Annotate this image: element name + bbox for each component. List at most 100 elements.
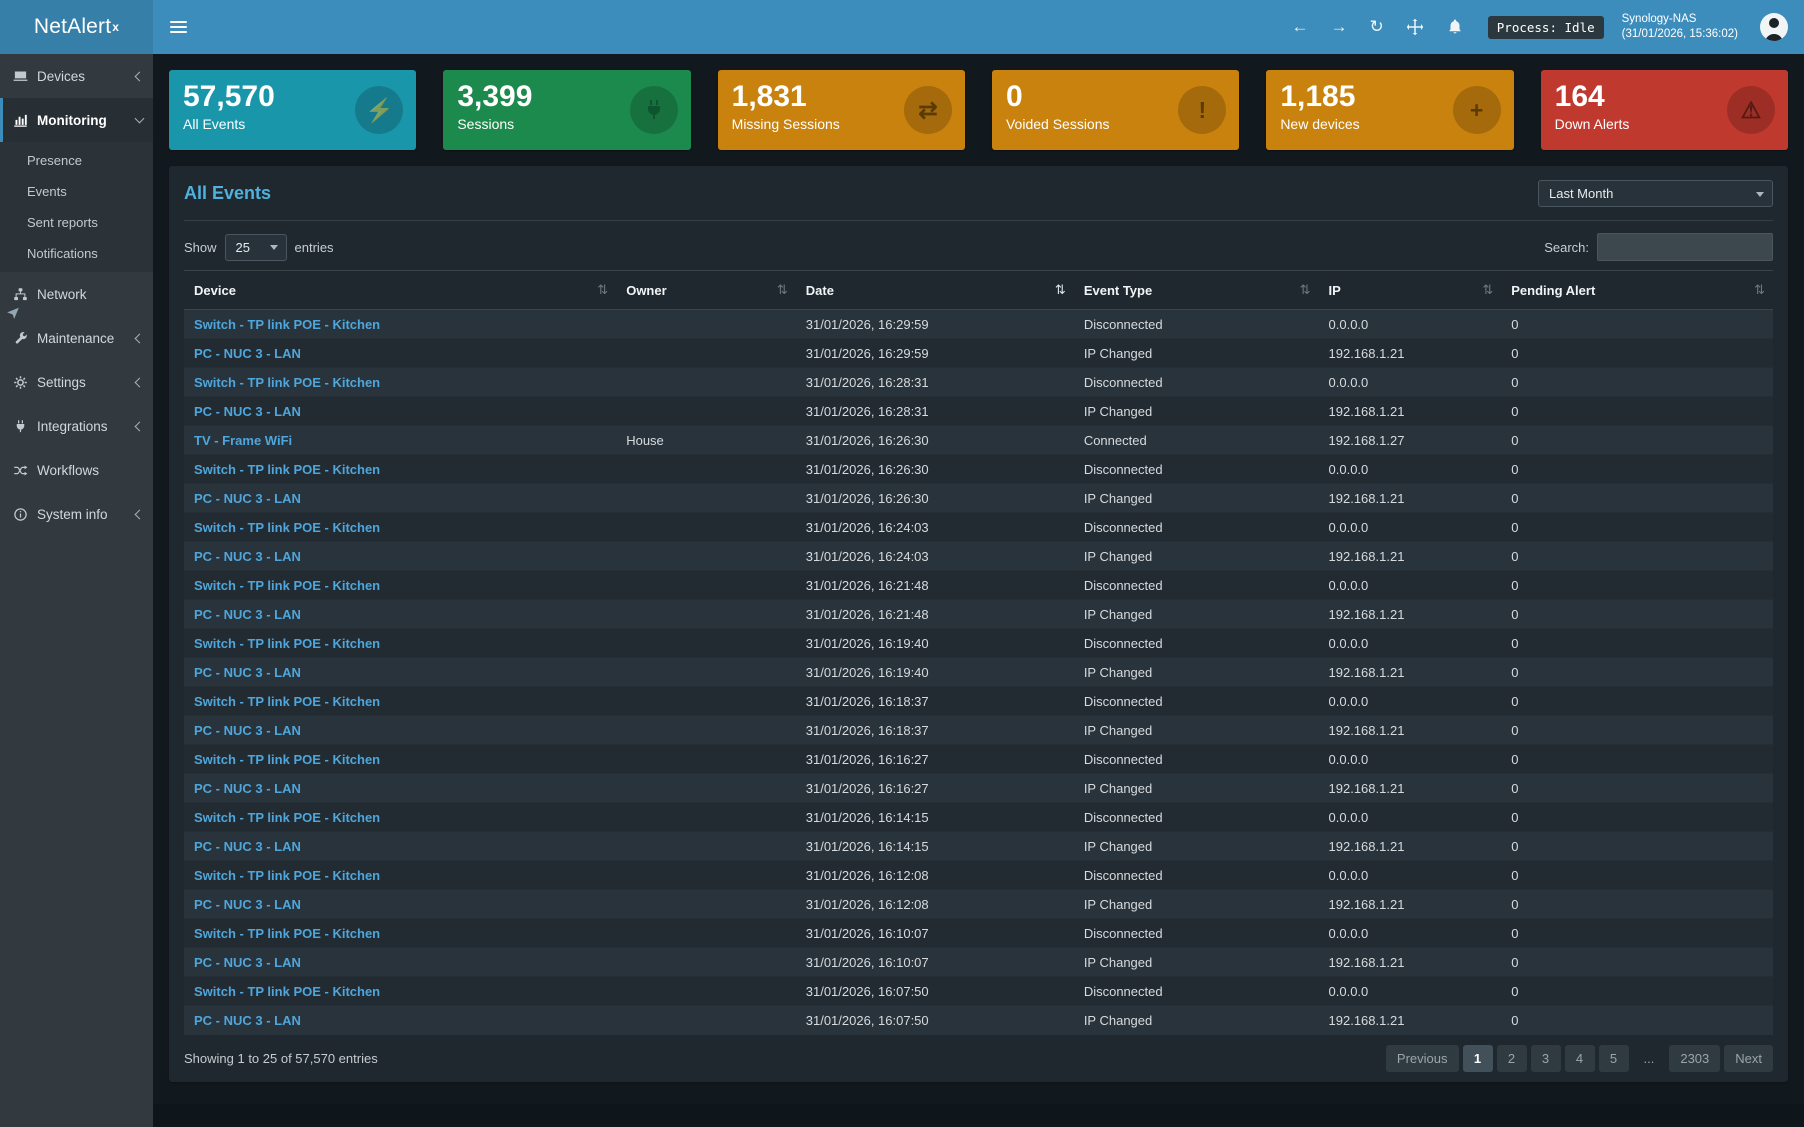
device-link[interactable]: PC - NUC 3 - LAN <box>194 345 301 361</box>
card-label: All Events <box>183 115 246 132</box>
forward-arrow-icon: → <box>1330 17 1348 36</box>
table-row: PC - NUC 3 - LAN 31/01/2026, 16:07:50 IP C… <box>184 1005 1773 1035</box>
device-link[interactable]: Switch - TP link POE - Kitchen <box>194 925 381 941</box>
card-new-devices[interactable]: 1,185 New devices + <box>1266 70 1514 150</box>
device-link[interactable]: TV - Frame WiFi <box>194 432 293 448</box>
back-button[interactable]: ← <box>1292 17 1309 37</box>
column-header-date[interactable]: Date ⇅ <box>795 270 1074 310</box>
device-link[interactable]: PC - NUC 3 - LAN <box>194 954 301 970</box>
user-avatar-icon <box>1769 18 1779 28</box>
hamburger-icon <box>169 21 187 33</box>
device-link[interactable]: Switch - TP link POE - Kitchen <box>194 577 381 593</box>
table-row: Switch - TP link POE - Kitchen 31/01/2026… <box>184 686 1773 716</box>
device-link[interactable]: PC - NUC 3 - LAN <box>194 896 301 912</box>
table-row: PC - NUC 3 - LAN 31/01/2026, 16:26:30 IP C… <box>184 483 1773 513</box>
sidebar-item-workflows[interactable]: Workflows <box>0 448 153 492</box>
brand-sup: x <box>112 20 120 34</box>
sidebar-item-maintenance[interactable]: Maintenance <box>0 316 153 360</box>
device-link[interactable]: Switch - TP link POE - Kitchen <box>194 983 381 999</box>
table-row: PC - NUC 3 - LAN 31/01/2026, 16:21:48 IP C… <box>184 599 1773 629</box>
page-number-button[interactable]: 1 <box>1462 1044 1493 1072</box>
card-down-alerts[interactable]: 164 Down Alerts ⚠ <box>1540 70 1788 150</box>
table-row: Switch - TP link POE - Kitchen 31/01/2026… <box>184 367 1773 397</box>
device-link[interactable]: PC - NUC 3 - LAN <box>194 838 301 854</box>
device-link[interactable]: PC - NUC 3 - LAN <box>194 606 301 622</box>
table-controls: Show 25 entries Search: <box>184 233 1773 261</box>
card-voided-sessions[interactable]: 0 Voided Sessions ! <box>991 70 1240 150</box>
events-table-body: Switch - TP link POE - Kitchen 31/01/2026… <box>184 309 1773 1035</box>
card-label: Down Alerts <box>1554 115 1630 132</box>
sidebar-toggle-button[interactable] <box>153 0 203 54</box>
device-link[interactable]: Switch - TP link POE - Kitchen <box>194 316 381 332</box>
device-link[interactable]: Switch - TP link POE - Kitchen <box>194 461 381 477</box>
card-value: 164 <box>1554 80 1605 113</box>
page-ellipsis: ... <box>1643 1050 1655 1066</box>
column-header-ip[interactable]: IP ⇅ <box>1318 270 1502 310</box>
sort-icon: ⇅ <box>597 282 609 297</box>
card-missing-sessions[interactable]: 1,831 Missing Sessions ⇄ <box>717 70 965 150</box>
submenu-item-sent-reports[interactable]: Sent reports <box>27 215 98 230</box>
table-row: Switch - TP link POE - Kitchen 31/01/2026… <box>184 918 1773 948</box>
forward-button[interactable]: → <box>1331 17 1348 37</box>
sidebar-item-network[interactable]: Network <box>0 272 153 316</box>
page-number-button[interactable]: 3 <box>1530 1044 1561 1072</box>
search-input[interactable] <box>1597 233 1773 261</box>
page-number-button[interactable]: 2303 <box>1669 1044 1721 1072</box>
device-link[interactable]: PC - NUC 3 - LAN <box>194 548 301 564</box>
sidebar-item-devices[interactable]: Devices <box>0 54 153 98</box>
submenu-item-notifications[interactable]: Notifications <box>27 246 98 261</box>
device-link[interactable]: Switch - TP link POE - Kitchen <box>194 809 381 825</box>
device-link[interactable]: Switch - TP link POE - Kitchen <box>194 693 381 709</box>
table-row: PC - NUC 3 - LAN 31/01/2026, 16:16:27 IP C… <box>184 773 1773 803</box>
device-link[interactable]: Switch - TP link POE - Kitchen <box>194 751 381 767</box>
page-next-button[interactable]: Next <box>1724 1044 1773 1072</box>
device-link[interactable]: Switch - TP link POE - Kitchen <box>194 635 381 651</box>
notifications-button[interactable] <box>1446 18 1464 36</box>
column-header-device[interactable]: Device ⇅ <box>184 270 617 310</box>
device-link[interactable]: PC - NUC 3 - LAN <box>194 664 301 680</box>
chevron-left-icon <box>134 509 145 519</box>
card-value: 1,831 <box>731 80 807 113</box>
card-value: 0 <box>1005 80 1023 113</box>
refresh-button[interactable]: ↻ <box>1370 17 1384 37</box>
page-previous-button[interactable]: Previous <box>1385 1044 1459 1072</box>
page-number-button[interactable]: 4 <box>1564 1044 1595 1072</box>
devices-icon <box>12 69 28 84</box>
submenu-item-events[interactable]: Events <box>27 184 67 199</box>
device-link[interactable]: Switch - TP link POE - Kitchen <box>194 519 381 535</box>
device-link[interactable]: PC - NUC 3 - LAN <box>194 490 301 506</box>
host-timestamp: (31/01/2026, 15:36:02) <box>1621 28 1738 40</box>
device-link[interactable]: PC - NUC 3 - LAN <box>194 1012 301 1028</box>
sidebar-item-label: Monitoring <box>37 112 107 128</box>
sidebar-item-monitoring[interactable]: Monitoring <box>0 98 153 142</box>
column-header-owner[interactable]: Owner ⇅ <box>616 270 796 310</box>
events-panel: All Events Last Month Show 25 entries Se… <box>169 166 1788 1082</box>
device-link[interactable]: PC - NUC 3 - LAN <box>194 780 301 796</box>
card-all-events[interactable]: 57,570 All Events ⚡ <box>169 70 417 150</box>
column-header-pending-alert[interactable]: Pending Alert ⇅ <box>1501 270 1773 310</box>
device-link[interactable]: PC - NUC 3 - LAN <box>194 722 301 738</box>
process-status-badge: Process: Idle <box>1487 15 1604 39</box>
chevron-down-icon <box>134 113 145 124</box>
table-row: Switch - TP link POE - Kitchen 31/01/2026… <box>184 860 1773 890</box>
submenu-item-presence[interactable]: Presence <box>27 153 82 168</box>
sort-icon: ⇅ <box>776 282 788 297</box>
column-header-event-type[interactable]: Event Type ⇅ <box>1073 270 1319 310</box>
warning-icon: ⚠ <box>1726 86 1775 134</box>
page-number-button[interactable]: 5 <box>1598 1044 1629 1072</box>
device-link[interactable]: Switch - TP link POE - Kitchen <box>194 374 381 390</box>
page-number-button[interactable]: 2 <box>1496 1044 1527 1072</box>
user-menu-button[interactable] <box>1760 13 1788 41</box>
device-link[interactable]: PC - NUC 3 - LAN <box>194 403 301 419</box>
sidebar-item-integrations[interactable]: Integrations <box>0 404 153 448</box>
card-sessions[interactable]: 3,399 Sessions <box>443 70 691 150</box>
app-logo[interactable]: NetAlert x <box>0 0 153 54</box>
device-link[interactable]: Switch - TP link POE - Kitchen <box>194 867 381 883</box>
sidebar-item-system-info[interactable]: System info <box>0 492 153 536</box>
table-row: PC - NUC 3 - LAN 31/01/2026, 16:24:03 IP C… <box>184 541 1773 571</box>
show-label: Show <box>184 239 217 255</box>
move-button[interactable] <box>1406 18 1424 36</box>
period-select[interactable]: Last Month <box>1538 180 1773 207</box>
page-size-select[interactable]: 25 <box>224 233 287 261</box>
sidebar-item-settings[interactable]: Settings <box>0 360 153 404</box>
